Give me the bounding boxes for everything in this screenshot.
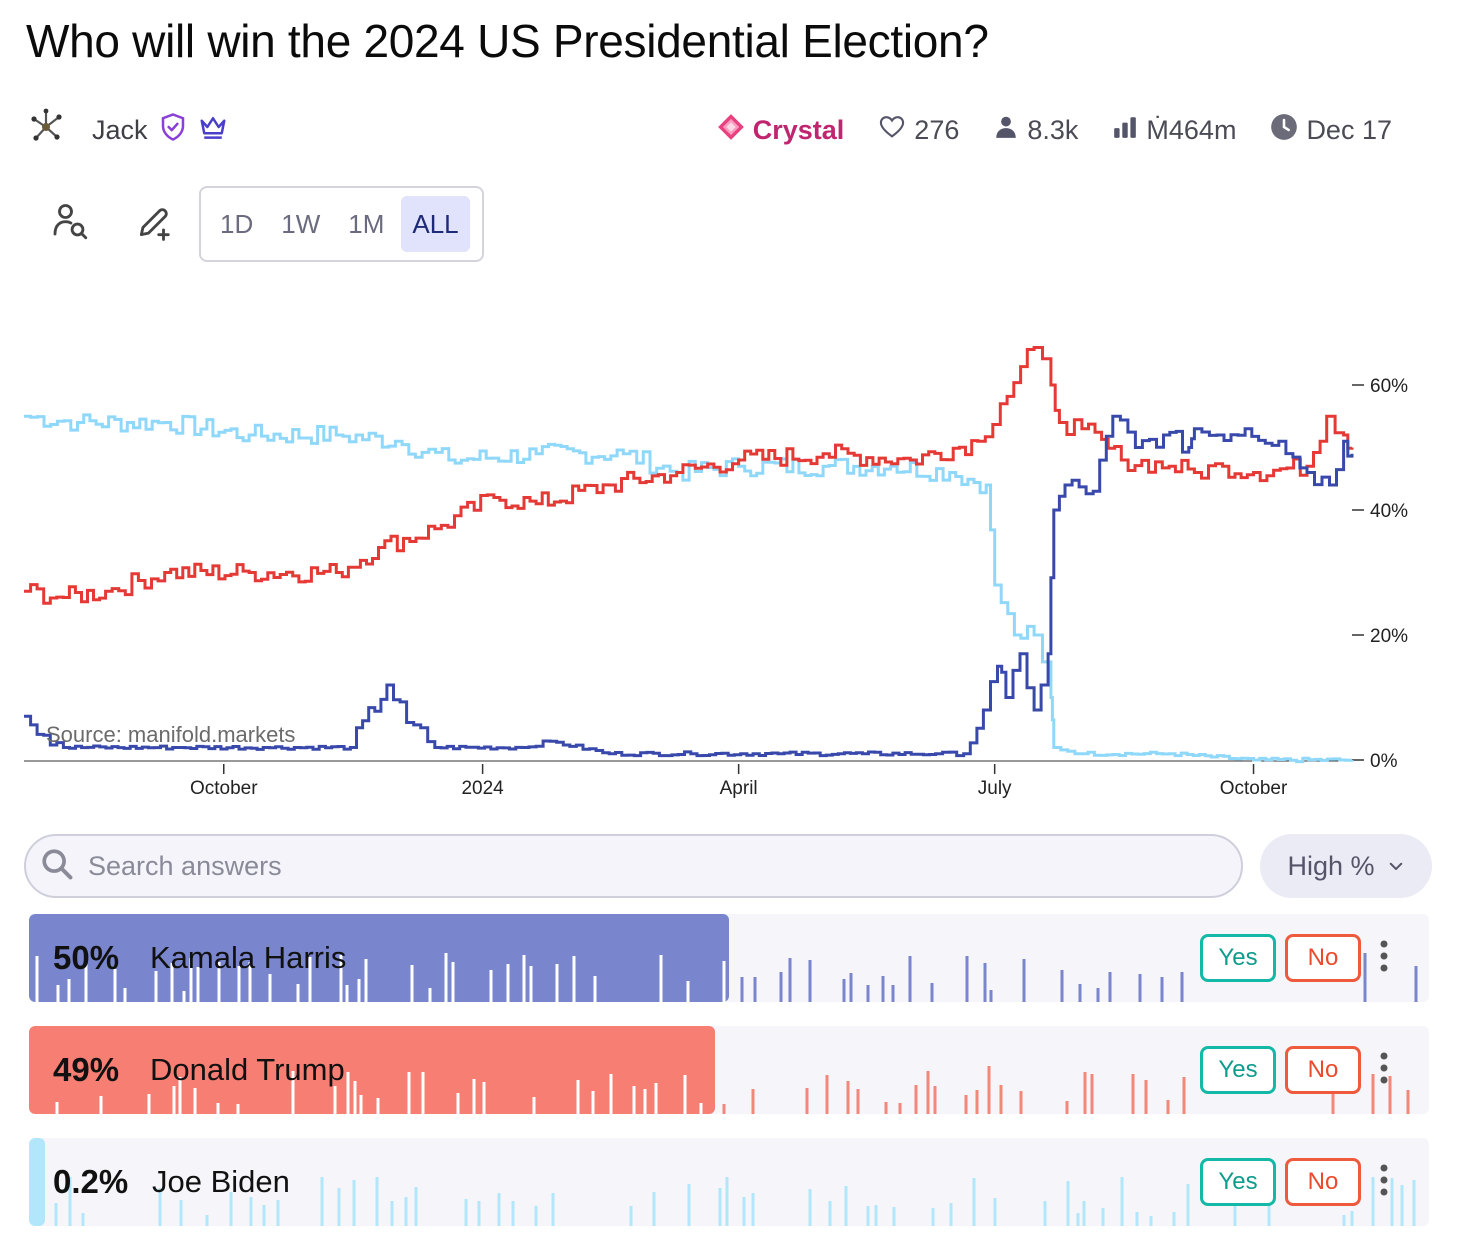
volume-stat[interactable]: Ṁ464m [1112, 114, 1236, 147]
source-label: Source: manifold.markets [46, 722, 295, 747]
series-line-kamala-harris [24, 414, 1354, 758]
heart-icon [878, 113, 906, 148]
close-date-stat[interactable]: Dec 17 [1270, 113, 1392, 148]
traders-count: 8.3k [1027, 114, 1079, 145]
find-user-button[interactable] [46, 200, 94, 248]
more-options-button[interactable] [1369, 1050, 1399, 1090]
volume-amount: Ṁ464m [1146, 114, 1237, 145]
trade-sparkline [35, 953, 1418, 1002]
yes-button[interactable]: Yes [1200, 1158, 1276, 1206]
yes-button[interactable]: Yes [1200, 1046, 1276, 1094]
tier-label: Crystal [752, 114, 845, 145]
kebab-menu-icon [1379, 1163, 1389, 1202]
answer-probability: 50% [53, 939, 120, 976]
probability-fill [29, 914, 729, 1002]
traders-stat[interactable]: 8.3k [993, 113, 1078, 148]
time-range-selector: 1D 1W 1M ALL [199, 186, 484, 262]
sort-label: High % [1287, 850, 1375, 881]
x-tick-label: October [1220, 778, 1288, 799]
y-tick-label: 0% [1370, 751, 1398, 772]
no-button[interactable]: No [1285, 1046, 1361, 1094]
answer-row[interactable]: 0.2% Joe Biden Yes No [29, 1138, 1429, 1226]
yes-button[interactable]: Yes [1200, 934, 1276, 982]
answer-probability: 49% [53, 1051, 120, 1088]
range-all-button[interactable]: ALL [401, 196, 470, 252]
answer-probability: 0.2% [53, 1163, 129, 1200]
trade-sparkline [35, 1177, 1416, 1226]
clock-icon [1270, 113, 1298, 148]
probability-fill [29, 1026, 715, 1114]
verified-shield-icon [158, 112, 188, 149]
sort-dropdown[interactable]: High % [1260, 834, 1432, 898]
answer-search-row: High % [24, 834, 1436, 898]
pencil-plus-icon [135, 203, 173, 246]
market-stats: Crystal 276 8.3k Ṁ464m Dec 17 [717, 108, 1392, 152]
answer-name: Joe Biden [152, 1164, 290, 1199]
bar-chart-icon [1112, 114, 1138, 147]
x-tick-label: April [720, 778, 758, 799]
more-options-button[interactable] [1369, 938, 1399, 978]
likes-stat[interactable]: 276 [878, 113, 959, 148]
user-icon [993, 113, 1019, 148]
add-annotation-button[interactable] [130, 200, 178, 248]
y-tick-label: 40% [1370, 501, 1408, 522]
search-box[interactable] [24, 834, 1243, 898]
range-1m-button[interactable]: 1M [348, 208, 385, 239]
more-options-button[interactable] [1369, 1162, 1399, 1202]
user-search-icon [52, 202, 88, 247]
tier-badge[interactable]: Crystal [717, 113, 845, 148]
x-tick-label: October [190, 778, 258, 799]
y-tick-label: 60% [1370, 376, 1408, 397]
series-line-donald-trump [24, 346, 1354, 605]
creator-name[interactable]: Jack [92, 114, 148, 145]
search-input[interactable] [86, 849, 1186, 883]
answer-row[interactable]: 49% Donald Trump Yes No [29, 1026, 1429, 1114]
kebab-menu-icon [1379, 939, 1389, 978]
answer-name: Donald Trump [150, 1052, 345, 1087]
answer-row[interactable]: 50% Kamala Harris Yes No [29, 914, 1429, 1002]
likes-count: 276 [914, 114, 960, 145]
probability-chart[interactable]: 0% 20% 40% 60% October 2024 April July October So… [0, 290, 1472, 810]
kebab-menu-icon [1379, 1051, 1389, 1090]
market-meta-row: Jack Crystal 276 8.3k [26, 108, 1412, 152]
y-tick-label: 20% [1370, 626, 1408, 647]
x-tick-label: 2024 [461, 778, 504, 799]
answer-name: Kamala Harris [150, 940, 347, 975]
probability-fill [29, 1138, 45, 1226]
market-title: Who will win the 2024 US Presidential El… [26, 15, 989, 67]
crown-icon [198, 112, 228, 149]
series-line-joe-biden [24, 413, 1354, 764]
x-tick-label: July [978, 778, 1012, 799]
no-button[interactable]: No [1285, 1158, 1361, 1206]
range-1d-button[interactable]: 1D [220, 208, 254, 239]
avatar[interactable] [26, 107, 66, 154]
range-1w-button[interactable]: 1W [281, 208, 321, 239]
trade-sparkline [55, 1066, 1410, 1114]
chevron-down-icon [1387, 851, 1405, 882]
chart-svg[interactable]: 0% 20% 40% 60% October 2024 April July October So… [0, 290, 1472, 810]
close-date: Dec 17 [1306, 114, 1392, 145]
search-icon [40, 847, 74, 886]
no-button[interactable]: No [1285, 934, 1361, 982]
creator-info[interactable]: Jack [26, 108, 228, 152]
crystal-icon [717, 113, 745, 148]
